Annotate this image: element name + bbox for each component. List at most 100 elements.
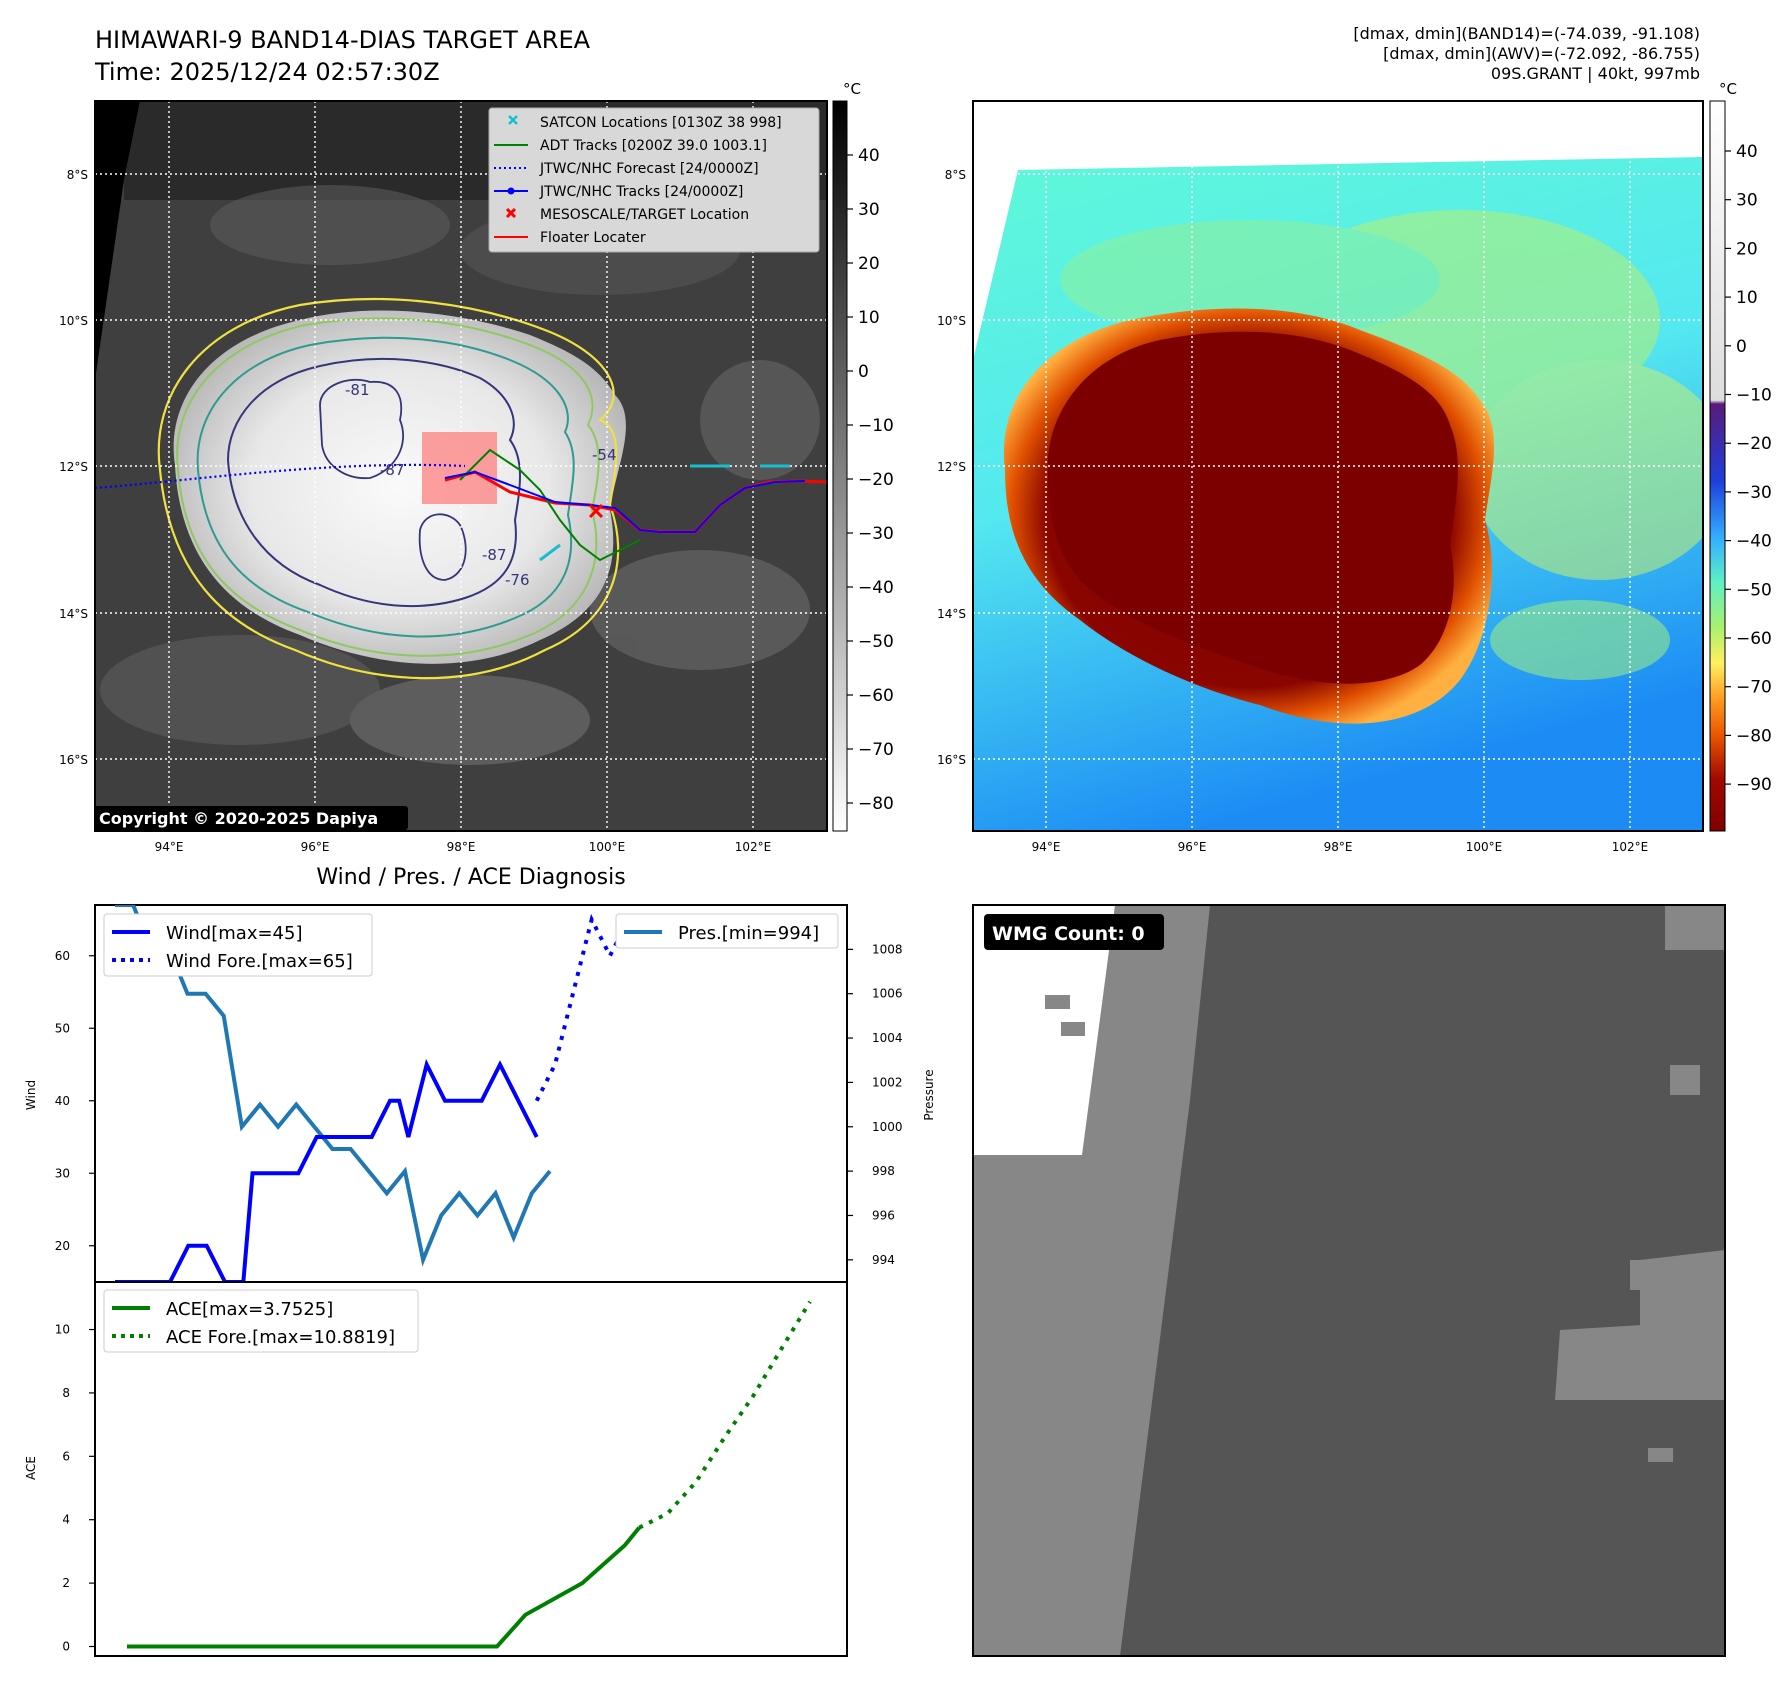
- gray-colorbar-tick-label: 0: [858, 362, 869, 382]
- contour-labels: -81 -87 -54 -76 -87: [345, 381, 617, 589]
- pressure-tick-label: 996: [872, 1208, 895, 1222]
- gray-colorbar-tick-label: 20: [858, 254, 880, 274]
- lat-label: 10°S: [937, 314, 966, 328]
- wind-line: [115, 1058, 539, 1282]
- color-lon-labels: 94°E 96°E 98°E 100°E 102°E: [1032, 840, 1649, 854]
- wind-forecast-line: [534, 913, 631, 1102]
- pressure-line: [115, 905, 552, 1267]
- lon-label: 100°E: [1466, 840, 1503, 854]
- wind-tick-label: 30: [55, 1166, 70, 1180]
- lat-label: 10°S: [59, 314, 88, 328]
- contour-label: -87: [380, 461, 405, 479]
- lon-label: 100°E: [589, 840, 626, 854]
- lon-label: 96°E: [1178, 840, 1207, 854]
- color-colorbar-tick-label: 30: [1736, 191, 1758, 211]
- wmg-count: WMG Count: 0: [992, 923, 1145, 945]
- ace-ylabel: ACE: [24, 1456, 38, 1480]
- wind-tick-label: 20: [55, 1239, 70, 1253]
- ace-line: [127, 1526, 641, 1649]
- legend-forecast: JTWC/NHC Forecast [24/0000Z]: [539, 161, 759, 177]
- lat-label: 12°S: [937, 460, 966, 474]
- target-marker: [588, 503, 604, 519]
- color-colorbar-tick-label: 40: [1736, 142, 1758, 162]
- lat-label: 14°S: [59, 607, 88, 621]
- color-colorbar-tick-label: −80: [1736, 726, 1772, 746]
- color-colorbar-tick-label: 0: [1736, 337, 1747, 357]
- lat-label: 16°S: [937, 753, 966, 767]
- pressure-tick-label: 1008: [872, 942, 903, 956]
- color-colorbar-tick-label: −70: [1736, 678, 1772, 698]
- gray-colorbar-unit: °C: [843, 80, 861, 98]
- gray-colorbar-tick-label: −50: [858, 632, 894, 652]
- wind-tick-label: 40: [55, 1094, 70, 1108]
- ace-legend: ACE[max=3.7525]: [166, 1299, 333, 1320]
- ir-lon-labels: 94°E 96°E 98°E 100°E 102°E: [155, 840, 772, 854]
- ace-tick-label: 6: [62, 1449, 70, 1463]
- contour-label: -81: [345, 381, 370, 399]
- color-colorbar-tick-label: −90: [1736, 775, 1772, 795]
- ace-tick-label: 10: [55, 1323, 70, 1337]
- copyright: Copyright © 2020-2025 Dapiya: [99, 809, 378, 828]
- wind-ylabel: Wind: [24, 1080, 38, 1110]
- pressure-tick-label: 1004: [872, 1031, 903, 1045]
- color-colorbar: °C 40 30 20 10 0 −10 −20 −30 −40 −50 −60 −70 −80 −90: [1709, 80, 1772, 832]
- lon-label: 102°E: [1612, 840, 1649, 854]
- color-colorbar-tick-label: −50: [1736, 580, 1772, 600]
- wind-pressure-chart: 20 30 40 50 60 994 996 998 1000 1002 1004 1006 1008…: [24, 904, 936, 1283]
- gray-colorbar-tick-label: −60: [858, 686, 894, 706]
- color-colorbar-tick-label: 20: [1736, 239, 1758, 259]
- gray-colorbar-tick-label: 30: [858, 200, 880, 220]
- satcon-locations: [539, 464, 790, 562]
- gray-colorbar-tick-label: 40: [858, 146, 880, 166]
- color-colorbar-tick-label: −30: [1736, 483, 1772, 503]
- pressure-tick-label: 998: [872, 1164, 895, 1178]
- map-time: Time: 2025/12/24 02:57:30Z: [95, 58, 440, 86]
- color-lat-labels: 8°S 10°S 12°S 14°S 16°S: [937, 168, 966, 767]
- contour-label: -76: [505, 571, 530, 589]
- ace-tick-label: 2: [62, 1576, 70, 1590]
- wind-fore-legend: Wind Fore.[max=65]: [166, 951, 353, 972]
- ace-tick-label: 4: [62, 1513, 70, 1527]
- lat-label: 8°S: [67, 168, 88, 182]
- lon-label: 96°E: [301, 840, 330, 854]
- pressure-legend: Pres.[min=994]: [678, 923, 819, 944]
- gray-colorbar-tick-label: −80: [858, 794, 894, 814]
- color-colorbar-tick-label: −60: [1736, 629, 1772, 649]
- color-colorbar-unit: °C: [1719, 80, 1737, 98]
- ir-lat-labels: 8°S 10°S 12°S 14°S 16°S: [59, 168, 88, 767]
- ace-chart: 0 2 4 6 8 10 ACE ACE[max=3.7525] ACE Fore.[ma…: [24, 1281, 848, 1657]
- diagnosis-title: Wind / Pres. / ACE Diagnosis: [316, 865, 625, 890]
- ace-forecast-line: [638, 1300, 812, 1530]
- pressure-tick-label: 1002: [872, 1075, 903, 1089]
- gray-colorbar: °C 40 30 20 10 0 −10 −20 −30 −40 −50 −60 −70 −80: [832, 80, 894, 832]
- adt-track: [459, 448, 641, 562]
- awv-range: [dmax, dmin](AWV)=(-72.092, -86.755): [1383, 44, 1700, 63]
- color-colorbar-tick-label: −40: [1736, 532, 1772, 552]
- lon-label: 102°E: [735, 840, 772, 854]
- legend-best-track: JTWC/NHC Tracks [24/0000Z]: [539, 184, 743, 200]
- color-colorbar-tick-label: 10: [1736, 288, 1758, 308]
- gray-colorbar-tick-label: −40: [858, 578, 894, 598]
- lon-label: 94°E: [1032, 840, 1061, 854]
- color-map-panel: [973, 101, 1703, 831]
- ace-tick-label: 0: [62, 1639, 70, 1653]
- gray-colorbar-tick-label: −70: [858, 740, 894, 760]
- wmg-panel: WMG Count: 0: [973, 905, 1725, 1656]
- best-track: [444, 470, 806, 533]
- ace-tick-label: 8: [62, 1386, 70, 1400]
- pressure-tick-label: 1000: [872, 1120, 903, 1134]
- lon-label: 98°E: [1324, 840, 1353, 854]
- pressure-tick-label: 994: [872, 1253, 895, 1267]
- gray-colorbar-tick-label: −20: [858, 470, 894, 490]
- map-legend: SATCON Locations [0130Z 38 998] ADT Trac…: [488, 107, 820, 253]
- legend-adt: ADT Tracks [0200Z 39.0 1003.1]: [540, 138, 767, 154]
- legend-satcon: SATCON Locations [0130Z 38 998]: [540, 115, 782, 131]
- target-box: [422, 432, 497, 504]
- gray-colorbar-tick-label: 10: [858, 308, 880, 328]
- ace-fore-legend: ACE Fore.[max=10.8819]: [166, 1327, 395, 1348]
- contour-label: -87: [482, 546, 507, 564]
- legend-target: MESOSCALE/TARGET Location: [540, 207, 749, 223]
- lat-label: 12°S: [59, 460, 88, 474]
- map-title: HIMAWARI-9 BAND14-DIAS TARGET AREA: [95, 26, 591, 54]
